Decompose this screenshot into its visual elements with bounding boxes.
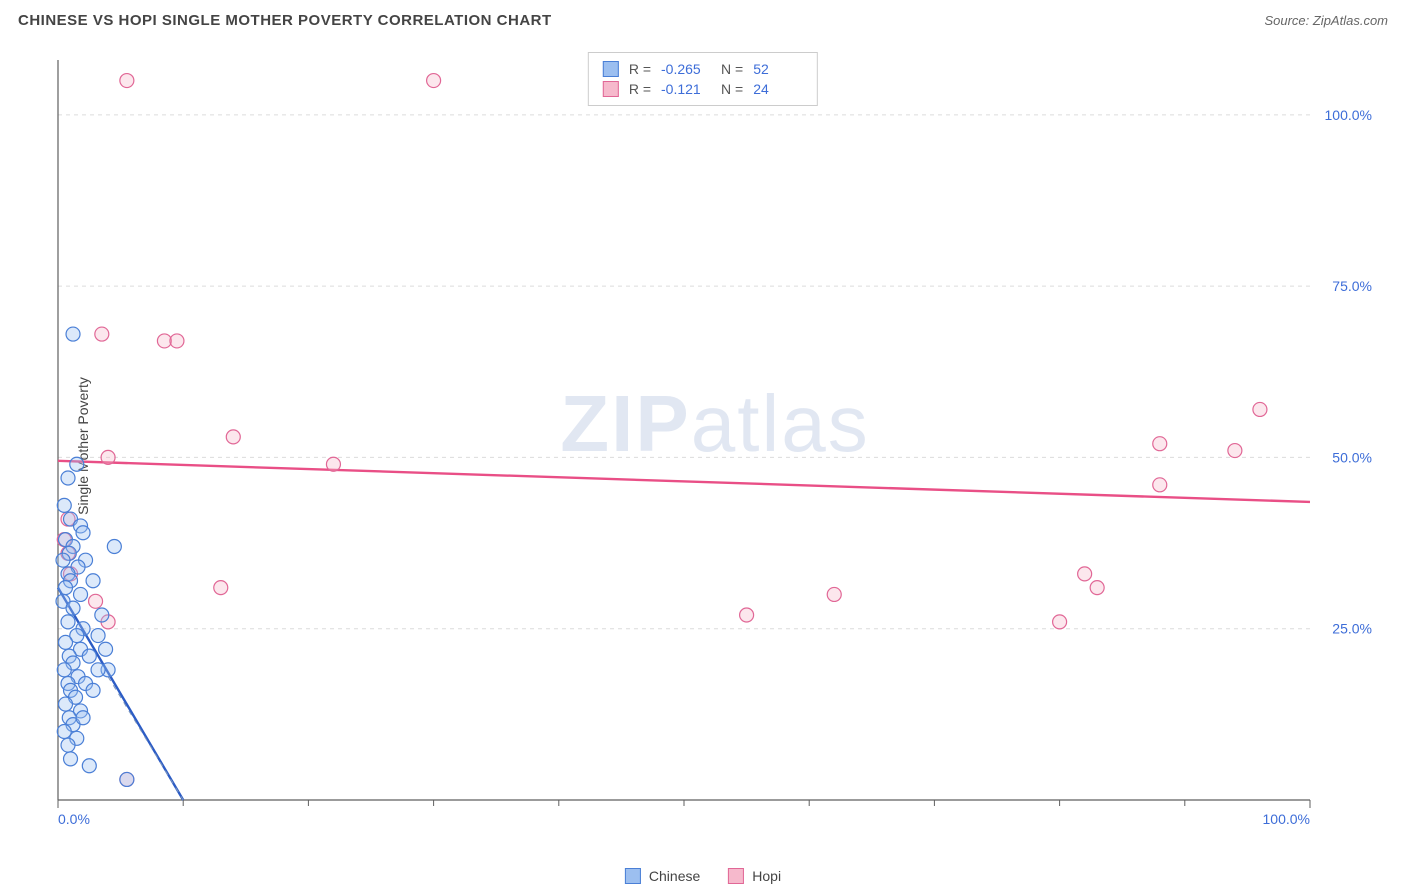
scatter-plot-svg: 25.0% 50.0% 75.0% 100.0% 0.0% 100.0% (50, 50, 1380, 830)
n-value-hopi: 24 (753, 81, 803, 97)
svg-text:0.0%: 0.0% (58, 811, 90, 827)
svg-text:25.0%: 25.0% (1332, 621, 1372, 637)
source-attribution: Source: ZipAtlas.com (1264, 13, 1388, 28)
stats-row: R = -0.265 N = 52 (603, 59, 803, 79)
stats-row: R = -0.121 N = 24 (603, 79, 803, 99)
correlation-stats-box: R = -0.265 N = 52 R = -0.121 N = 24 (588, 52, 818, 106)
r-value-hopi: -0.121 (661, 81, 711, 97)
chart-header: CHINESE VS HOPI SINGLE MOTHER POVERTY CO… (18, 12, 1388, 29)
svg-text:75.0%: 75.0% (1332, 278, 1372, 294)
bottom-legend: Chinese Hopi (625, 868, 781, 884)
legend-swatch-chinese (625, 868, 641, 884)
swatch-chinese (603, 61, 619, 77)
r-value-chinese: -0.265 (661, 61, 711, 77)
legend-item-chinese: Chinese (625, 868, 700, 884)
legend-label: Chinese (649, 868, 700, 884)
legend-swatch-hopi (728, 868, 744, 884)
legend-item-hopi: Hopi (728, 868, 781, 884)
chart-title: CHINESE VS HOPI SINGLE MOTHER POVERTY CO… (18, 12, 552, 29)
n-value-chinese: 52 (753, 61, 803, 77)
svg-text:50.0%: 50.0% (1332, 449, 1372, 465)
legend-label: Hopi (752, 868, 781, 884)
swatch-hopi (603, 81, 619, 97)
svg-text:100.0%: 100.0% (1325, 107, 1372, 123)
chart-area: 25.0%50.0%75.0%100.0%0.0%100.0% ZIPatlas (50, 50, 1380, 830)
svg-text:100.0%: 100.0% (1263, 811, 1310, 827)
